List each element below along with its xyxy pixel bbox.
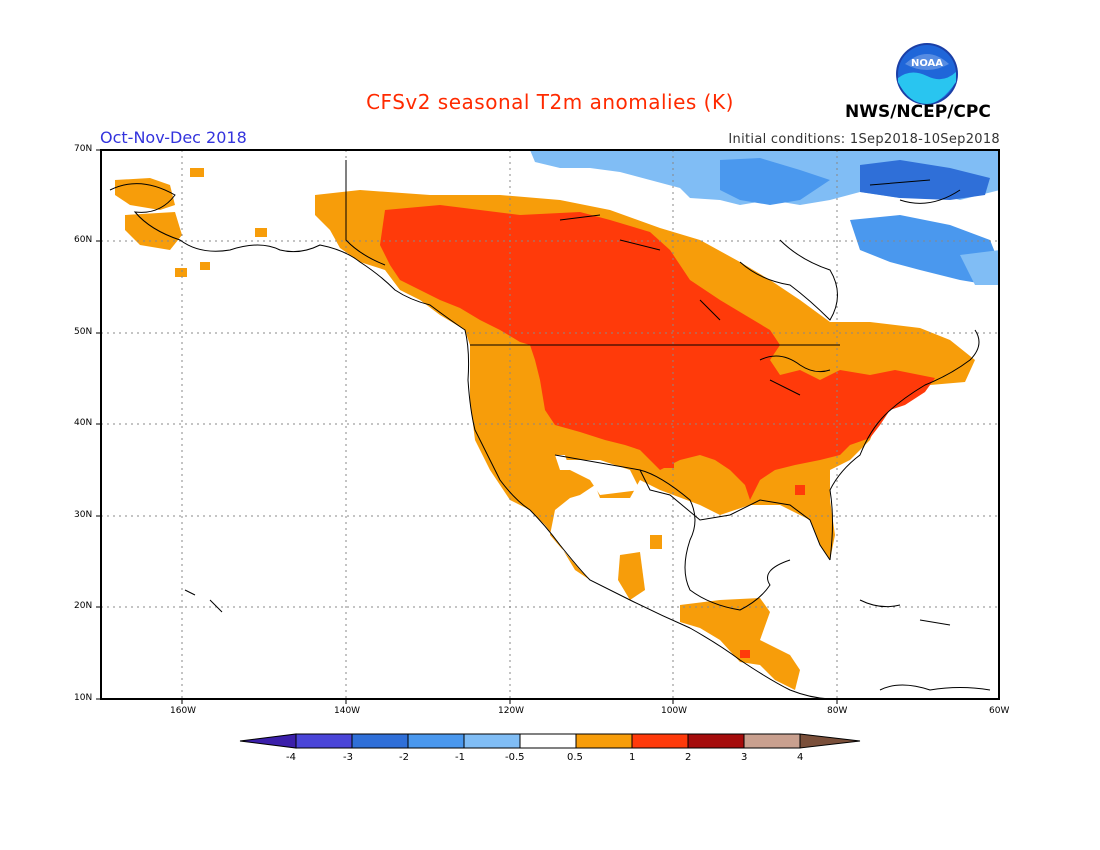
logo-text: NOAA: [911, 58, 943, 69]
cold-anomaly-region: [530, 150, 1000, 285]
colorbar-segment: [631, 733, 689, 749]
coastlines: [109, 160, 991, 700]
colorbar-label: 2: [685, 752, 692, 763]
axis-ticks: [96, 149, 838, 704]
lat-label: 70N: [74, 144, 93, 154]
colorbar-label: -3: [343, 752, 353, 763]
colorbar-label: -4: [286, 752, 296, 763]
colorbar-label: 4: [797, 752, 804, 763]
lat-label: 20N: [74, 601, 93, 611]
colorbar-segment: [799, 733, 861, 749]
agency-label: NWS/NCEP/CPC: [845, 102, 991, 122]
forecast-period: Oct-Nov-Dec 2018: [100, 128, 247, 147]
colorbar-segment: [239, 733, 297, 749]
initial-conditions: Initial conditions: 1Sep2018-10Sep2018: [728, 132, 1000, 147]
lon-label: 100W: [661, 706, 688, 716]
lat-label: 40N: [74, 418, 93, 428]
colorbar-label: 1: [629, 752, 636, 763]
lat-label: 30N: [74, 510, 93, 520]
lon-label: 140W: [334, 706, 361, 716]
colorbar: [239, 733, 861, 749]
noaa-logo: NOAA: [895, 42, 959, 110]
colorbar-label: -2: [399, 752, 409, 763]
colorbar-segment: [351, 733, 409, 749]
colorbar-segment: [743, 733, 801, 749]
lon-label: 120W: [498, 706, 525, 716]
colorbar-segment: [575, 733, 633, 749]
lon-label: 160W: [170, 706, 197, 716]
colorbar-segment: [687, 733, 745, 749]
chart-title: CFSv2 seasonal T2m anomalies (K): [366, 90, 734, 114]
colorbar-label: -0.5: [505, 752, 525, 763]
colorbar-segment: [407, 733, 465, 749]
colorbar-label: -1: [455, 752, 465, 763]
lat-label: 10N: [74, 693, 93, 703]
colorbar-label: 3: [741, 752, 748, 763]
lon-label: 80W: [827, 706, 848, 716]
lat-label: 50N: [74, 327, 93, 337]
strong-warm-region: [380, 205, 935, 658]
lat-label: 60N: [74, 235, 93, 245]
colorbar-segment: [519, 733, 577, 749]
colorbar-segment: [463, 733, 521, 749]
colorbar-segment: [295, 733, 353, 749]
lon-label: 60W: [989, 706, 1010, 716]
colorbar-label: 0.5: [567, 752, 583, 763]
